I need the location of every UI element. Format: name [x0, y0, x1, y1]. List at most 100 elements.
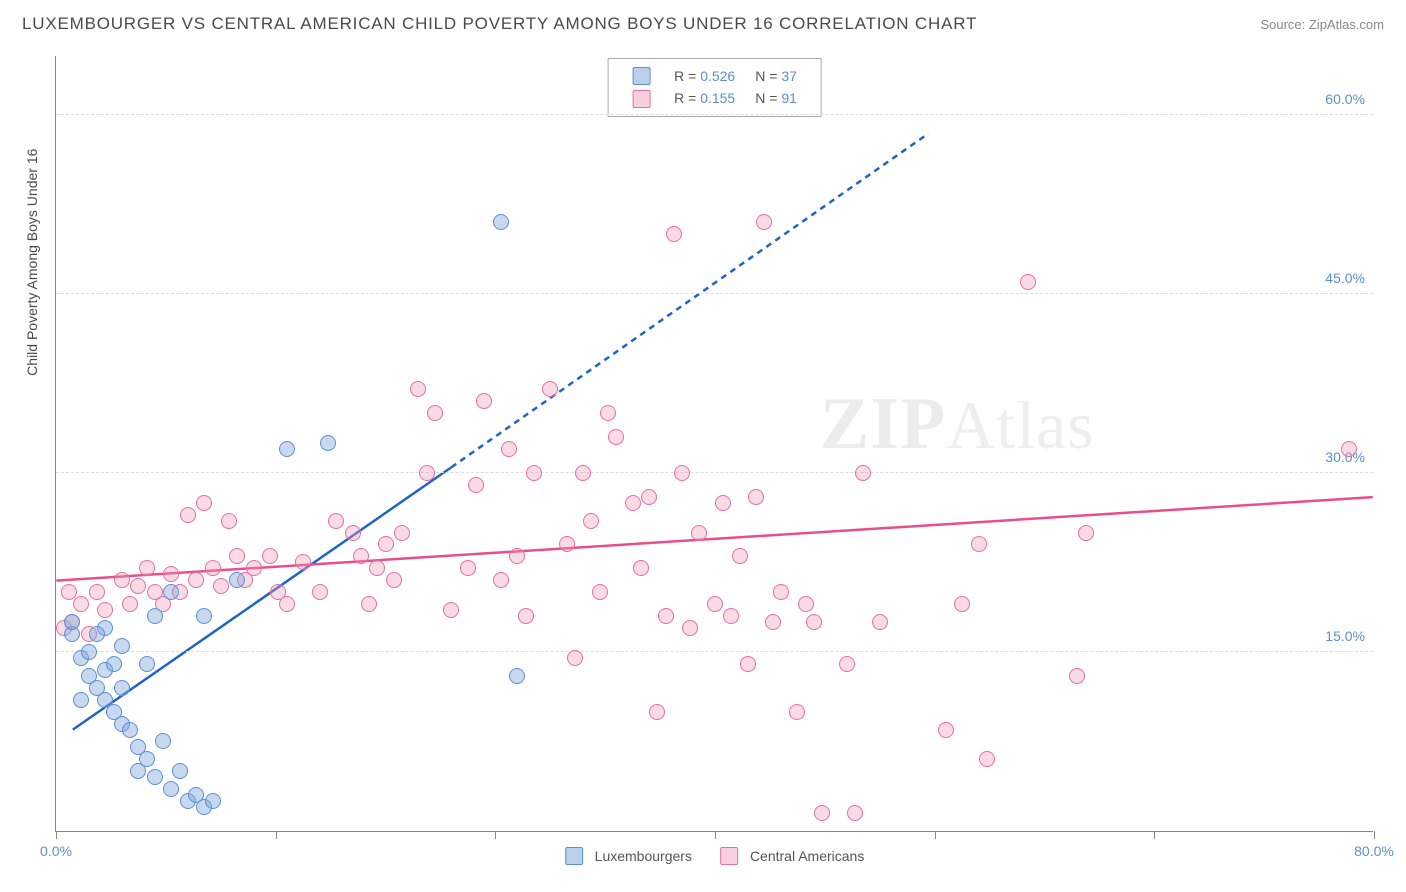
legend-row-lux: R = 0.526 N = 37: [622, 65, 807, 87]
data-point-cam: [419, 465, 435, 481]
data-point-cam: [328, 513, 344, 529]
data-point-cam: [559, 536, 575, 552]
chart-header: LUXEMBOURGER VS CENTRAL AMERICAN CHILD P…: [0, 0, 1406, 48]
data-point-cam: [345, 525, 361, 541]
data-point-cam: [979, 751, 995, 767]
legend-row-cam: R = 0.155 N = 91: [622, 87, 807, 109]
x-tick: [715, 831, 716, 839]
data-point-cam: [229, 548, 245, 564]
x-tick: [276, 831, 277, 839]
data-point-lux: [155, 733, 171, 749]
source-name: ZipAtlas.com: [1309, 17, 1384, 32]
data-point-lux: [139, 751, 155, 767]
data-point-cam: [847, 805, 863, 821]
data-point-cam: [114, 572, 130, 588]
data-point-lux: [163, 584, 179, 600]
data-point-cam: [262, 548, 278, 564]
data-point-lux: [122, 722, 138, 738]
swatch-cam-icon: [632, 90, 650, 108]
data-point-cam: [1069, 668, 1085, 684]
data-point-cam: [501, 441, 517, 457]
data-point-cam: [369, 560, 385, 576]
legend-cam-label: Central Americans: [750, 848, 864, 864]
data-point-cam: [567, 650, 583, 666]
data-point-cam: [938, 722, 954, 738]
data-point-cam: [410, 381, 426, 397]
y-tick-label: 15.0%: [1325, 628, 1365, 644]
data-point-cam: [765, 614, 781, 630]
legend-item-cam: Central Americans: [720, 847, 864, 865]
data-point-cam: [180, 507, 196, 523]
data-point-cam: [205, 560, 221, 576]
data-point-cam: [872, 614, 888, 630]
x-tick-label: 0.0%: [40, 843, 72, 859]
data-point-cam: [756, 214, 772, 230]
data-point-cam: [353, 548, 369, 564]
data-point-lux: [279, 441, 295, 457]
n-label: N =: [755, 90, 777, 106]
source-prefix: Source:: [1260, 17, 1308, 32]
cam-n-value: 91: [781, 90, 797, 106]
y-axis-label: Child Poverty Among Boys Under 16: [24, 148, 40, 375]
lux-r-value: 0.526: [700, 68, 735, 84]
data-point-cam: [89, 584, 105, 600]
data-point-cam: [583, 513, 599, 529]
n-label: N =: [755, 68, 777, 84]
data-point-cam: [378, 536, 394, 552]
data-point-cam: [163, 566, 179, 582]
data-point-cam: [386, 572, 402, 588]
data-point-cam: [394, 525, 410, 541]
correlation-legend: R = 0.526 N = 37 R = 0.155 N = 91: [607, 58, 822, 117]
data-point-cam: [839, 656, 855, 672]
x-tick: [1154, 831, 1155, 839]
data-point-lux: [64, 614, 80, 630]
data-point-lux: [172, 763, 188, 779]
data-point-cam: [798, 596, 814, 612]
data-point-lux: [73, 692, 89, 708]
data-point-lux: [147, 608, 163, 624]
x-tick: [495, 831, 496, 839]
data-point-cam: [707, 596, 723, 612]
y-tick-label: 60.0%: [1325, 91, 1365, 107]
trend-lines-layer: [56, 56, 1373, 831]
data-point-cam: [526, 465, 542, 481]
data-point-cam: [468, 477, 484, 493]
data-point-cam: [691, 525, 707, 541]
data-point-cam: [732, 548, 748, 564]
data-point-cam: [509, 548, 525, 564]
data-point-cam: [312, 584, 328, 600]
watermark: ZIPAtlas: [820, 382, 1095, 467]
x-tick-label: 80.0%: [1354, 843, 1394, 859]
data-point-cam: [641, 489, 657, 505]
data-point-lux: [163, 781, 179, 797]
data-point-cam: [649, 704, 665, 720]
data-point-cam: [213, 578, 229, 594]
data-point-cam: [633, 560, 649, 576]
data-point-cam: [196, 495, 212, 511]
data-point-cam: [73, 596, 89, 612]
data-point-cam: [139, 560, 155, 576]
data-point-cam: [592, 584, 608, 600]
gridline: [56, 114, 1373, 115]
data-point-cam: [575, 465, 591, 481]
r-label: R =: [674, 68, 696, 84]
series-legend: Luxembourgers Central Americans: [565, 847, 865, 865]
data-point-cam: [723, 608, 739, 624]
data-point-lux: [229, 572, 245, 588]
legend-item-lux: Luxembourgers: [565, 847, 692, 865]
swatch-cam-icon: [720, 847, 738, 865]
data-point-cam: [773, 584, 789, 600]
data-point-cam: [97, 602, 113, 618]
data-point-lux: [81, 644, 97, 660]
data-point-cam: [806, 614, 822, 630]
data-point-cam: [122, 596, 138, 612]
data-point-cam: [279, 596, 295, 612]
data-point-cam: [814, 805, 830, 821]
data-point-cam: [427, 405, 443, 421]
cam-r-value: 0.155: [700, 90, 735, 106]
data-point-cam: [1341, 441, 1357, 457]
data-point-cam: [674, 465, 690, 481]
lux-n-value: 37: [781, 68, 797, 84]
y-tick-label: 45.0%: [1325, 270, 1365, 286]
data-point-cam: [188, 572, 204, 588]
